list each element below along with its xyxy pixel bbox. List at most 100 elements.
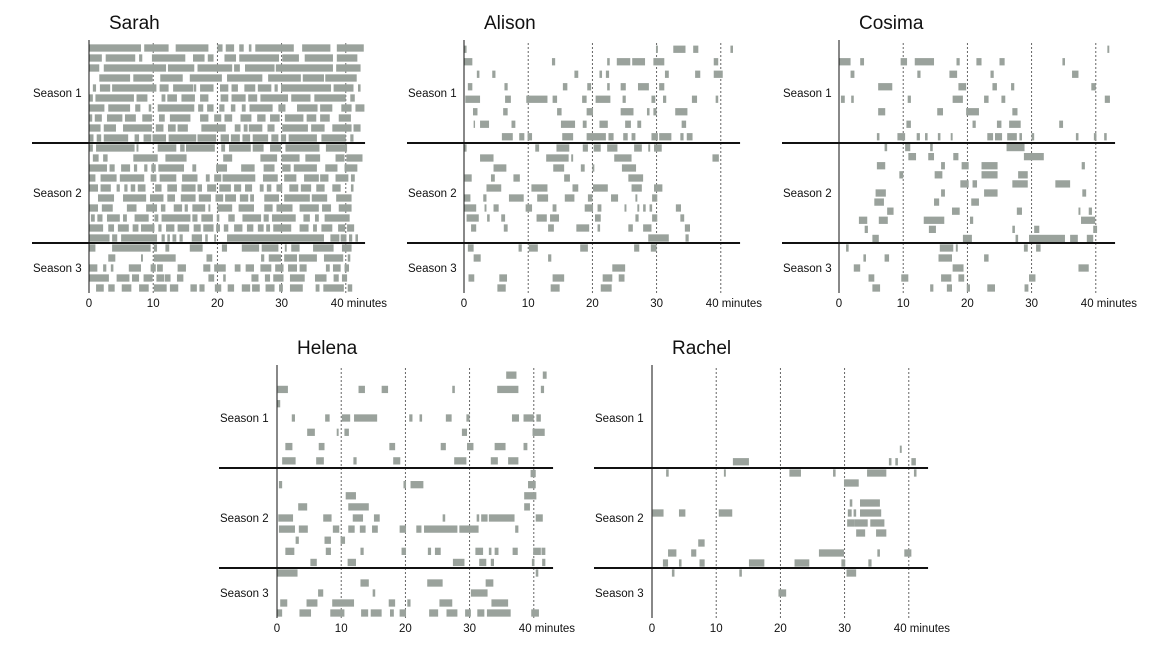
scene-bar [464, 58, 473, 66]
scene-bar [167, 184, 177, 192]
scene-bar [693, 45, 699, 53]
x-tick-label: 20 [399, 623, 412, 635]
scene-bar [550, 214, 560, 222]
scene-bar [678, 509, 686, 517]
scene-bar [227, 74, 263, 82]
scene-bar [203, 224, 214, 232]
scene-bar [316, 457, 324, 465]
scene-bar [225, 194, 237, 202]
scene-bar [149, 194, 164, 202]
scene-bar [264, 274, 271, 282]
scene-bar [358, 385, 365, 394]
scene-bar [524, 492, 537, 500]
scene-bar [513, 174, 520, 182]
scene-bar [960, 180, 969, 188]
scene-bar [223, 154, 233, 162]
scene-bar [996, 120, 1002, 128]
scene-bar [939, 244, 954, 252]
scene-bar [300, 184, 312, 192]
scene-bar [748, 559, 765, 567]
scene-bar [614, 154, 632, 162]
scene-bar [673, 45, 686, 53]
scene-bar [1031, 133, 1035, 141]
scene-bar [841, 559, 846, 567]
scene-bar [238, 204, 254, 212]
scene-bar [389, 442, 396, 451]
scene-bar [242, 214, 262, 222]
scene-bar [900, 58, 908, 66]
scene-bar [1082, 189, 1087, 197]
scene-bar [541, 547, 546, 555]
scene-bar [553, 164, 565, 172]
scene-bar [121, 164, 131, 172]
scene-bar [355, 234, 358, 242]
scene-bar [699, 559, 705, 567]
scene-bar [695, 70, 701, 78]
scene-bar [723, 469, 726, 477]
scene-bar [533, 547, 541, 555]
season-label: Season 1 [408, 88, 457, 100]
scene-bar [96, 144, 135, 152]
scene-bar [526, 95, 548, 103]
scene-bar [497, 385, 519, 394]
scene-bar [264, 204, 273, 212]
scene-bar [389, 609, 394, 617]
scene-bar [930, 143, 933, 152]
scene-bar [872, 234, 879, 243]
scene-bar [347, 254, 351, 262]
scene-bar [223, 274, 226, 282]
scene-bar [846, 569, 857, 577]
scene-bar [564, 194, 575, 202]
scene-bar [136, 144, 139, 152]
scene-bar [121, 234, 158, 242]
scene-bar [97, 214, 103, 222]
scene-bar [262, 174, 278, 182]
scene-bar [454, 457, 467, 465]
scene-bar [992, 83, 997, 91]
scene-bar [266, 224, 271, 232]
scene-bar [325, 144, 348, 152]
panel-title: Alison [484, 13, 536, 34]
x-tick-label: 30 [463, 623, 476, 635]
scene-bar [248, 44, 252, 52]
scene-bar [562, 133, 574, 141]
scene-bar [341, 414, 351, 422]
scene-bar [542, 371, 547, 379]
scene-bar [231, 94, 246, 102]
panel-title: Sarah [109, 13, 160, 34]
scene-bar [222, 174, 256, 182]
scene-bar [557, 108, 562, 116]
scene-bar [587, 83, 592, 91]
scene-bar [923, 216, 945, 224]
scene-bar [260, 154, 278, 162]
scene-bar [465, 609, 471, 617]
scene-bar [860, 509, 882, 517]
scene-bar [1104, 95, 1110, 103]
scene-bar [197, 184, 202, 192]
scene-bar [201, 214, 213, 222]
scene-bar [241, 104, 246, 112]
scene-bar [90, 214, 95, 222]
scene-bar [863, 254, 866, 262]
scene-bar [352, 514, 364, 522]
scene-bar [133, 164, 138, 172]
scene-bar [311, 194, 328, 202]
scene-bar [304, 54, 333, 62]
scene-bar [340, 536, 346, 544]
scene-bar [336, 194, 352, 202]
scene-bar [280, 599, 288, 607]
scene-bar [193, 54, 205, 62]
scene-bar [503, 224, 508, 232]
scene-bar [878, 83, 893, 91]
scene-bar [157, 144, 177, 152]
scene-bar [950, 133, 953, 141]
scene-bar [228, 214, 235, 222]
scene-bar [200, 114, 209, 122]
scene-bar [220, 94, 229, 102]
scene-bar [310, 558, 317, 567]
scene-bar [984, 95, 989, 103]
scene-bar [470, 589, 488, 597]
scene-bar [306, 114, 317, 122]
scene-bar [151, 164, 156, 172]
scene-bar [464, 204, 477, 212]
